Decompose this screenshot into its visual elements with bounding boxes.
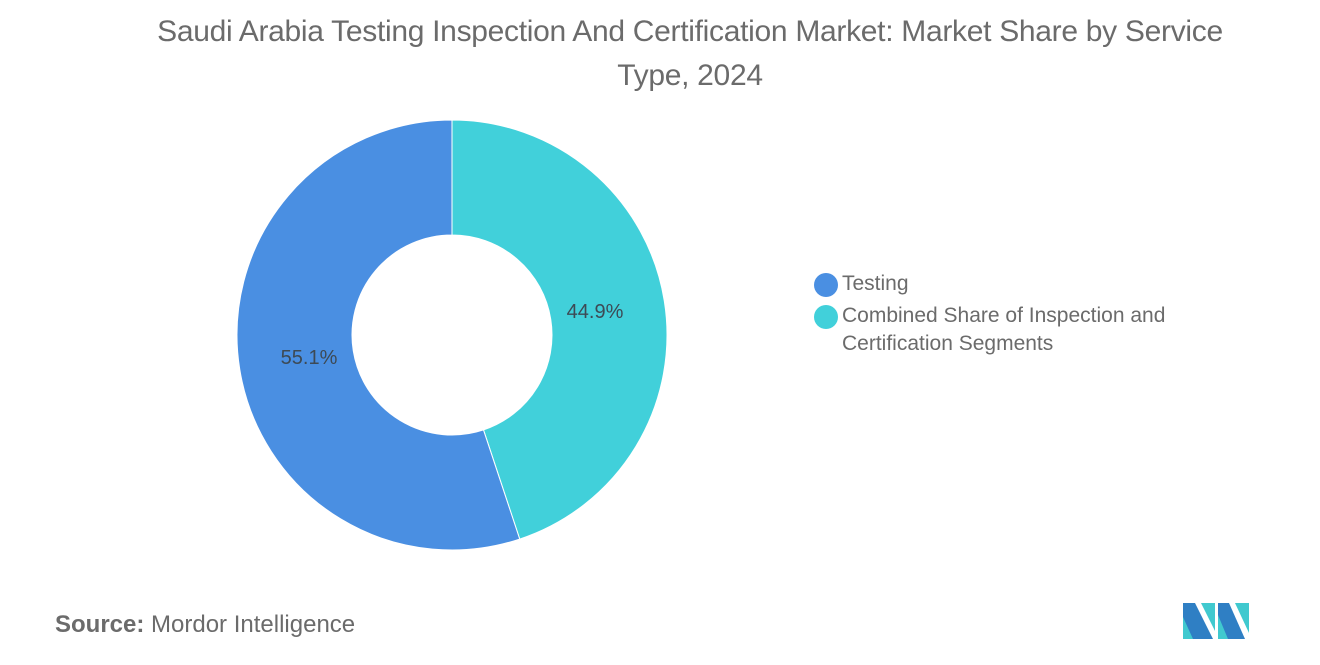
source-key: Source: (55, 611, 145, 638)
source-value: Mordor Intelligence (151, 611, 356, 638)
slice-label-combined: 44.9% (567, 301, 624, 323)
chart-title: Saudi Arabia Testing Inspection And Cert… (157, 15, 1223, 92)
donut-slices (236, 119, 668, 551)
legend: Testing Combined Share of Inspection and… (814, 270, 1214, 362)
legend-swatch-combined-icon (814, 305, 838, 329)
legend-item-combined[interactable]: Combined Share of Inspection and Certifi… (814, 302, 1214, 358)
slice-testing[interactable] (236, 119, 521, 551)
source-note: Source: Mordor Intelligence (55, 611, 355, 639)
slice-label-testing: 55.1% (281, 347, 338, 369)
legend-swatch-testing-icon (814, 273, 838, 297)
mordor-intelligence-logo-icon (1183, 603, 1249, 639)
legend-item-testing[interactable]: Testing (814, 270, 1214, 298)
legend-label: Combined Share of Inspection and Certifi… (842, 304, 1166, 355)
legend-label: Testing (842, 272, 909, 295)
slice-combined[interactable] (451, 119, 668, 540)
